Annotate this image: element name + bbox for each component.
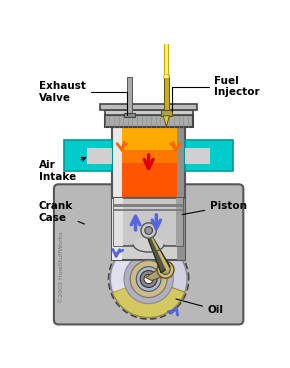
Circle shape <box>157 261 174 278</box>
Bar <box>100 104 197 110</box>
Circle shape <box>140 270 157 287</box>
Bar <box>113 121 122 260</box>
Text: Air
Intake: Air Intake <box>39 158 86 182</box>
Circle shape <box>161 265 170 275</box>
Bar <box>37 44 260 106</box>
Circle shape <box>145 227 153 234</box>
Wedge shape <box>113 279 185 318</box>
Text: Crank
Case: Crank Case <box>39 201 84 224</box>
Bar <box>113 127 185 198</box>
Text: Exhaust
Valve: Exhaust Valve <box>39 81 127 115</box>
Text: Fuel
Injector: Fuel Injector <box>172 76 260 111</box>
Bar <box>113 163 185 198</box>
Bar <box>64 141 113 171</box>
Bar <box>185 148 210 163</box>
Bar <box>105 110 193 115</box>
Bar <box>114 198 123 246</box>
Bar <box>114 209 183 211</box>
Polygon shape <box>146 234 170 273</box>
Bar <box>114 204 183 206</box>
Circle shape <box>130 261 167 297</box>
Circle shape <box>136 267 161 291</box>
Polygon shape <box>146 268 170 280</box>
Circle shape <box>124 254 173 304</box>
Bar <box>164 75 169 110</box>
Bar <box>87 148 113 163</box>
Bar <box>175 198 183 246</box>
Circle shape <box>110 241 187 318</box>
Bar <box>161 110 172 116</box>
Wedge shape <box>112 242 148 292</box>
Text: ©2002 HowStuffWorks: ©2002 HowStuffWorks <box>59 231 64 303</box>
Text: Oil: Oil <box>176 299 224 315</box>
Circle shape <box>144 275 153 284</box>
Text: Piston: Piston <box>182 201 247 215</box>
Polygon shape <box>149 234 169 272</box>
Bar <box>185 141 233 171</box>
Ellipse shape <box>163 75 169 78</box>
Polygon shape <box>163 116 169 127</box>
FancyBboxPatch shape <box>54 184 243 325</box>
Bar <box>113 127 185 150</box>
Circle shape <box>141 223 156 238</box>
Bar <box>113 121 185 260</box>
Bar <box>105 115 193 127</box>
Bar <box>114 198 183 246</box>
Bar <box>164 43 168 77</box>
Bar <box>124 113 135 117</box>
Bar <box>127 77 132 115</box>
Bar <box>113 127 185 198</box>
Ellipse shape <box>133 237 164 252</box>
Bar <box>177 121 185 260</box>
